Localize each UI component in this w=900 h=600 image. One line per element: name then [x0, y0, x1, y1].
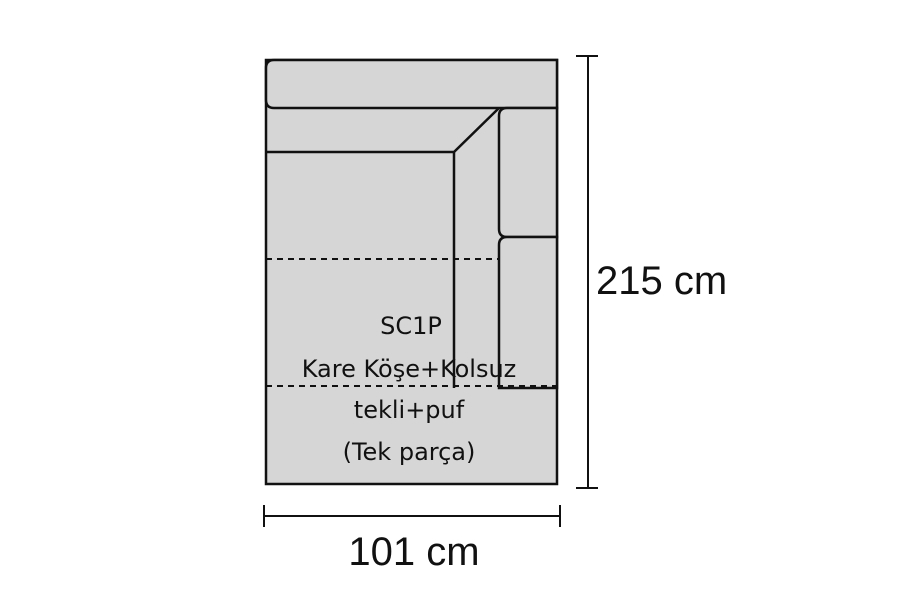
- side-cushion-lower: [497, 235, 559, 390]
- side-cushion-upper: [497, 106, 559, 239]
- height-dimension: [576, 55, 598, 489]
- backrest-top: [264, 58, 559, 110]
- model-name: Kare Köşe+Kolsuz: [302, 355, 517, 383]
- model-code: SC1P: [380, 312, 442, 340]
- width-dimension: [263, 505, 561, 527]
- model-note: (Tek parça): [343, 438, 476, 466]
- height-label: 215 cm: [596, 259, 727, 303]
- model-type: tekli+puf: [354, 396, 465, 424]
- width-label: 101 cm: [348, 530, 479, 574]
